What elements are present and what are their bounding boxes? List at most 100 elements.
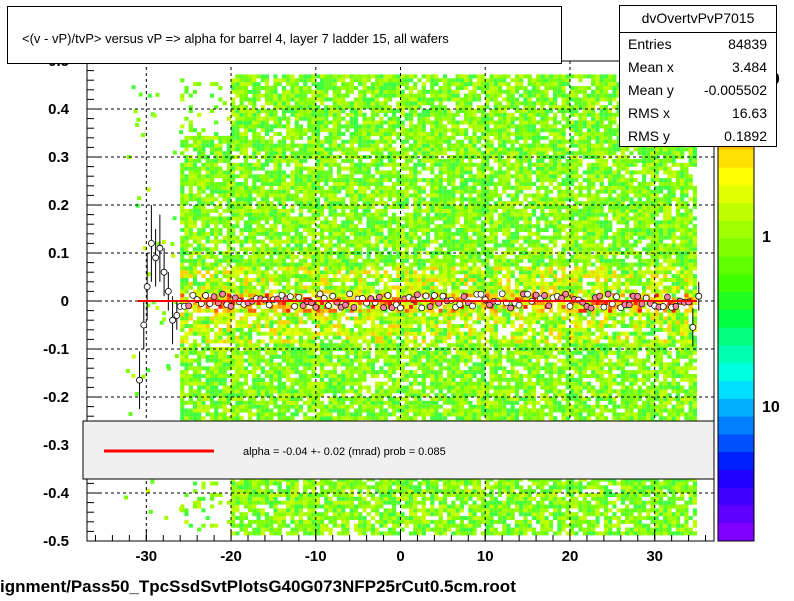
density-cell bbox=[315, 308, 320, 313]
density-cell bbox=[337, 116, 342, 121]
density-cell bbox=[239, 116, 244, 121]
density-cell bbox=[396, 93, 401, 98]
density-cell bbox=[303, 262, 308, 267]
density-cell bbox=[243, 205, 248, 209]
density-cell bbox=[341, 208, 346, 213]
density-cell bbox=[222, 254, 227, 259]
density-cell bbox=[281, 124, 287, 129]
density-cell bbox=[383, 496, 388, 501]
density-cell bbox=[239, 205, 244, 209]
density-cell bbox=[362, 508, 367, 513]
density-cell bbox=[358, 155, 363, 160]
density-cell bbox=[345, 485, 350, 490]
density-cell bbox=[273, 224, 278, 229]
density-cell bbox=[353, 377, 359, 382]
density-cell bbox=[184, 220, 189, 225]
density-cell bbox=[281, 216, 287, 221]
density-cell bbox=[315, 362, 320, 367]
density-cell bbox=[235, 404, 240, 409]
density-cell bbox=[197, 82, 202, 87]
density-cell bbox=[353, 132, 359, 136]
density-cell bbox=[264, 381, 270, 386]
density-cell bbox=[345, 504, 350, 509]
density-cell bbox=[349, 116, 354, 121]
density-cell bbox=[243, 485, 248, 490]
density-cell bbox=[303, 312, 308, 317]
density-cell bbox=[358, 212, 363, 217]
density-cell bbox=[209, 381, 215, 386]
density-cell bbox=[248, 139, 253, 144]
density-cell bbox=[256, 189, 261, 194]
density-cell bbox=[400, 278, 405, 282]
density-cell bbox=[214, 289, 219, 294]
density-cell bbox=[197, 500, 202, 505]
density-cell bbox=[328, 120, 333, 125]
density-cell bbox=[387, 320, 392, 325]
density-cell bbox=[281, 78, 287, 83]
density-cell bbox=[320, 485, 325, 490]
density-cell bbox=[370, 362, 375, 367]
density-cell bbox=[345, 316, 350, 321]
density-cell bbox=[298, 404, 303, 409]
density-cell bbox=[366, 170, 371, 175]
density-cell bbox=[214, 312, 219, 317]
density-cell bbox=[243, 266, 248, 271]
density-cell bbox=[307, 216, 312, 221]
density-cell bbox=[311, 251, 316, 256]
density-cell bbox=[303, 362, 308, 367]
density-cell bbox=[281, 254, 287, 259]
density-cell bbox=[231, 339, 236, 344]
density-cell bbox=[260, 74, 265, 79]
density-cell bbox=[341, 212, 346, 217]
density-cell bbox=[180, 320, 185, 325]
density-cell bbox=[404, 339, 409, 344]
density-cell bbox=[197, 254, 202, 259]
density-cell bbox=[387, 508, 392, 513]
density-cell bbox=[197, 235, 202, 240]
density-cell bbox=[209, 109, 215, 113]
density-cell bbox=[281, 101, 287, 106]
density-cell bbox=[243, 350, 248, 355]
density-cell bbox=[337, 262, 342, 267]
density-cell bbox=[341, 343, 346, 348]
density-cell bbox=[387, 97, 392, 102]
density-cell bbox=[298, 151, 303, 156]
density-cell bbox=[392, 254, 397, 259]
density-cell bbox=[269, 393, 274, 398]
density-cell bbox=[269, 504, 274, 509]
density-cell bbox=[400, 416, 405, 421]
density-cell bbox=[320, 193, 325, 198]
density-cell bbox=[324, 151, 329, 156]
density-cell bbox=[362, 366, 367, 371]
density-cell bbox=[205, 385, 210, 390]
density-cell bbox=[248, 477, 253, 482]
density-cell bbox=[264, 412, 270, 417]
density-cell bbox=[273, 339, 278, 344]
density-cell bbox=[375, 162, 380, 167]
density-cell bbox=[349, 489, 354, 494]
density-cell bbox=[277, 485, 282, 490]
density-cell bbox=[307, 78, 312, 83]
density-cell bbox=[353, 266, 359, 271]
density-cell bbox=[218, 339, 223, 344]
density-cell bbox=[239, 278, 244, 282]
density-cell bbox=[273, 205, 278, 209]
density-cell bbox=[197, 527, 202, 532]
density-cell bbox=[214, 308, 219, 313]
density-cell bbox=[248, 493, 253, 497]
density-cell bbox=[273, 166, 278, 171]
density-cell bbox=[239, 362, 244, 367]
density-cell bbox=[362, 101, 367, 106]
density-cell bbox=[239, 339, 244, 344]
density-cell bbox=[404, 397, 409, 401]
density-cell bbox=[290, 416, 295, 421]
density-cell bbox=[315, 143, 320, 148]
density-cell bbox=[201, 335, 206, 340]
density-cell bbox=[226, 239, 231, 244]
density-cell bbox=[315, 523, 320, 528]
density-cell bbox=[392, 489, 397, 494]
density-cell bbox=[239, 393, 244, 398]
density-cell bbox=[286, 362, 291, 367]
density-cell bbox=[307, 354, 312, 359]
density-cell bbox=[358, 93, 363, 98]
